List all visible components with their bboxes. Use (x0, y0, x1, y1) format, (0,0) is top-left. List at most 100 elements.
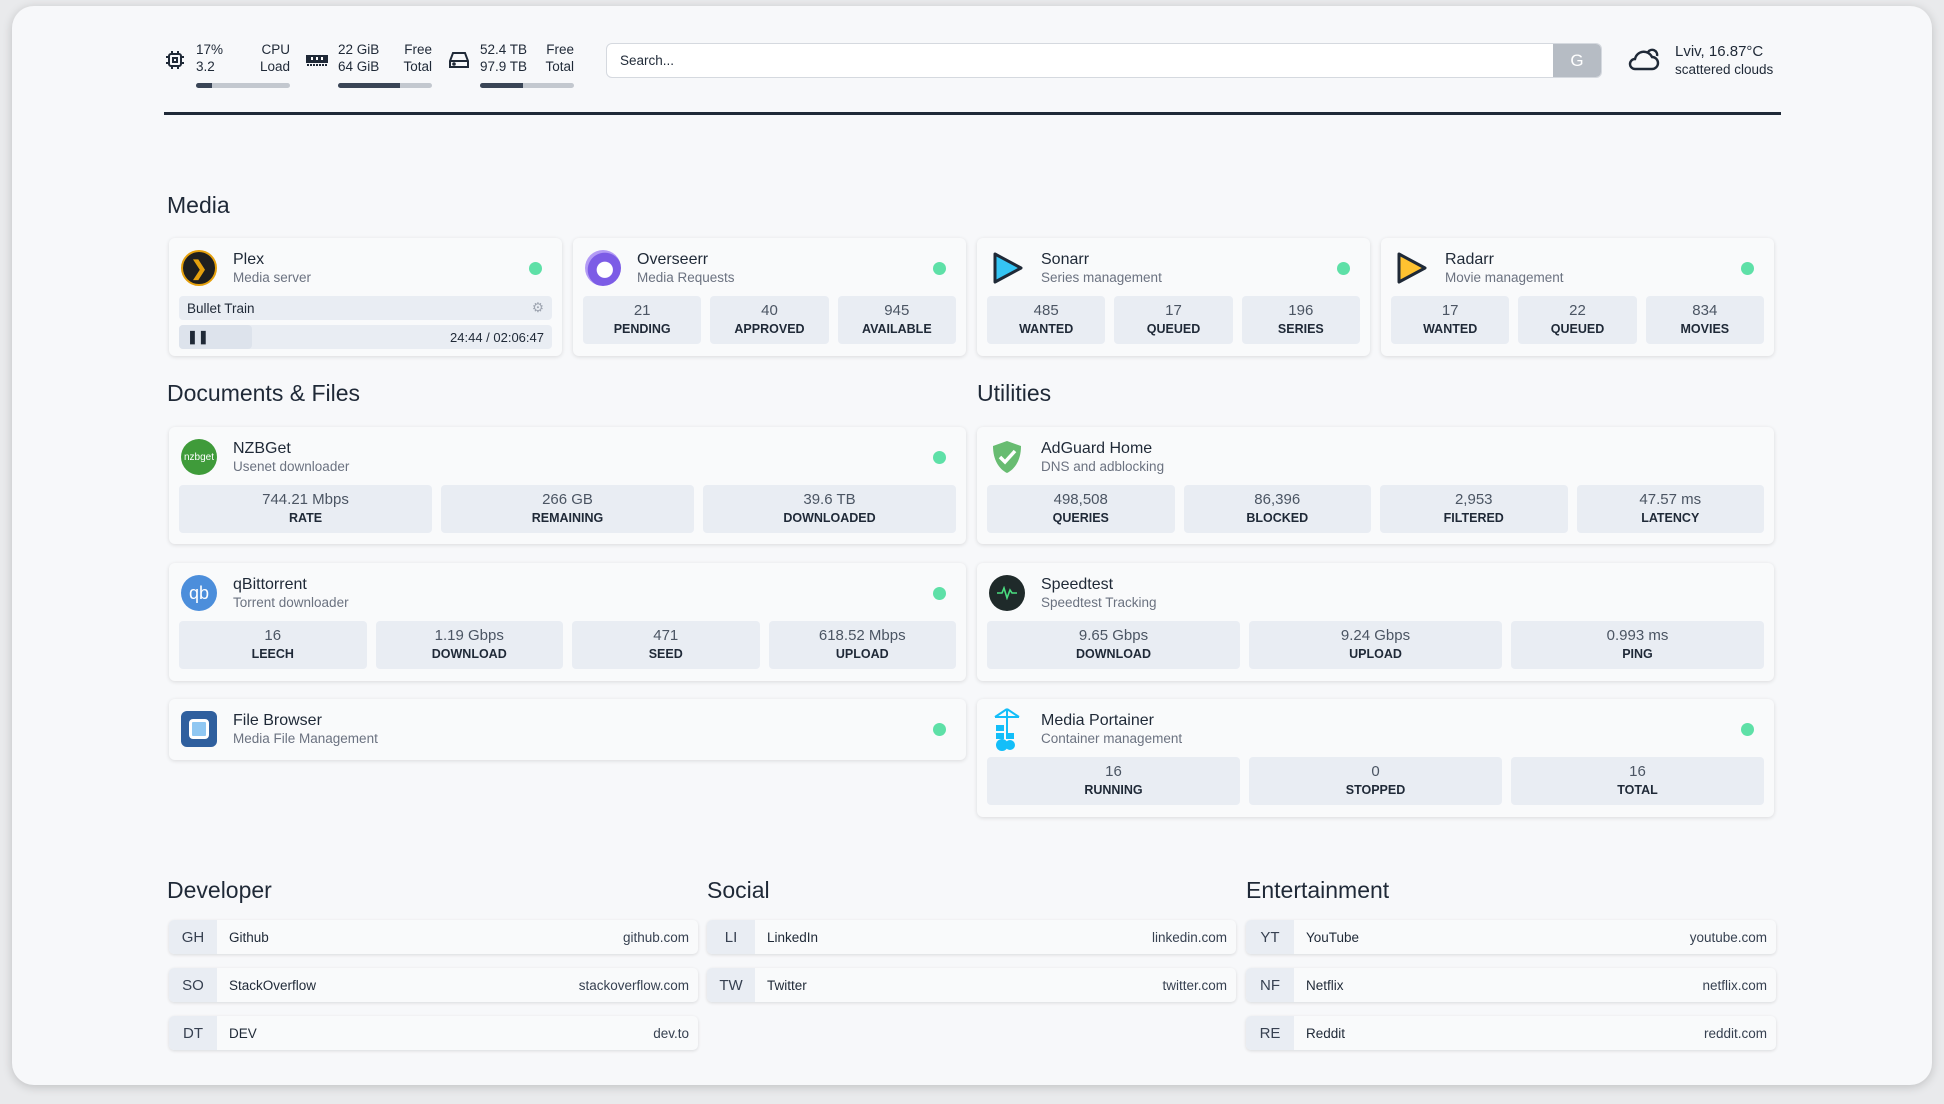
pause-icon[interactable]: ❚❚ (187, 329, 209, 344)
overseerr-icon (585, 250, 621, 286)
stat-wanted: 485 WANTED (987, 296, 1106, 344)
bookmark-name: Netflix (1306, 977, 1344, 993)
stats-row: 16 LEECH 1.19 Gbps DOWNLOAD 471 SEED 618.52 Mb… (179, 621, 956, 669)
service-name: Overseerr (637, 250, 709, 268)
service-name: AdGuard Home (1041, 439, 1153, 457)
bookmark-group-entertainment: YT YouTube youtube.com NF Netflix netflix.com… (1246, 920, 1776, 1064)
stat-value: 0 (1371, 763, 1380, 780)
stat-wanted: 17 WANTED (1391, 296, 1510, 344)
progress-fill (480, 83, 524, 88)
stat-label: AVAILABLE (861, 322, 932, 336)
cloud-icon (1627, 44, 1661, 77)
stat-blocked: 86,396 BLOCKED (1183, 485, 1371, 533)
bookmark-group-developer: GH Github github.com SO StackOverflow stackov… (169, 920, 698, 1064)
bookmark-linkedin[interactable]: LI LinkedIn linkedin.com (707, 920, 1236, 954)
radarr-icon (1393, 250, 1429, 286)
bookmark-youtube[interactable]: YT YouTube youtube.com (1246, 920, 1776, 954)
stat-seed: 471 SEED (572, 621, 760, 669)
cpu-usage: 17% (196, 42, 224, 57)
stat-upload: 9.24 Gbps UPLOAD (1249, 621, 1502, 669)
stat-value: 196 (1288, 302, 1314, 319)
stat-value: 471 (653, 627, 679, 644)
service-card-adguard[interactable]: AdGuard Home DNS and adblocking 498,508 QU… (977, 427, 1774, 544)
stat-download: 9.65 Gbps DOWNLOAD (987, 621, 1240, 669)
stat-value: 945 (884, 302, 910, 319)
stat-label: STOPPED (1345, 783, 1406, 797)
dashboard-page (12, 6, 1932, 1085)
stat-value: 16 (264, 627, 282, 644)
bookmark-abbr: LI (707, 920, 755, 954)
service-card-sonarr[interactable]: Sonarr Series management 485 WANTED 17 QUEUE… (977, 238, 1370, 356)
service-card-nzbget[interactable]: nzbget NZBGet Usenet downloader 744.21 Mb… (169, 427, 966, 544)
search-box: G (606, 43, 1602, 78)
stat-downloaded: 39.6 TB DOWNLOADED (703, 485, 956, 533)
now-playing-title: Bullet Train (187, 300, 255, 316)
service-card-speedtest[interactable]: Speedtest Speedtest Tracking 9.65 Gbps DOW… (977, 563, 1774, 681)
bookmark-name: Twitter (767, 977, 807, 993)
service-name: Plex (233, 250, 265, 268)
weather-widget[interactable]: Lviv, 16.87°C scattered clouds (1627, 42, 1773, 79)
bookmark-url: stackoverflow.com (578, 977, 689, 993)
bookmark-reddit[interactable]: RE Reddit reddit.com (1246, 1016, 1776, 1050)
section-heading-developer: Developer (167, 877, 272, 903)
stat-value: 2,953 (1454, 491, 1493, 508)
section-heading-utilities: Utilities (977, 380, 1052, 406)
bookmark-abbr: NF (1246, 968, 1294, 1002)
bookmark-github[interactable]: GH Github github.com (169, 920, 698, 954)
status-dot (1741, 261, 1754, 275)
disk-icon (448, 49, 470, 71)
search-input[interactable] (607, 53, 1553, 68)
service-card-plex[interactable]: ❯ Plex Media server Bullet Train ⚙ ❚❚ 24:44… (169, 238, 562, 356)
playback-progress[interactable]: ❚❚ 24:44 / 02:06:47 (179, 325, 552, 349)
status-dot (1741, 722, 1754, 736)
stat-leech: 16 LEECH (179, 621, 367, 669)
stat-remaining: 266 GB REMAINING (441, 485, 694, 533)
memory-icon (306, 49, 328, 71)
status-dot (933, 450, 946, 464)
bookmark-url: netflix.com (1702, 977, 1767, 993)
search-provider-button[interactable]: G (1553, 44, 1601, 77)
stat-queries: 498,508 QUERIES (987, 485, 1175, 533)
stat-value: 485 (1033, 302, 1059, 319)
bookmark-twitter[interactable]: TW Twitter twitter.com (707, 968, 1236, 1002)
stat-value: 266 GB (542, 491, 593, 508)
speedtest-icon (989, 575, 1025, 611)
service-description: Media File Management (233, 730, 378, 746)
stat-upload: 618.52 Mbps UPLOAD (768, 621, 956, 669)
stat-label: DOWNLOADED (783, 511, 876, 525)
section-heading-documents: Documents & Files (167, 380, 361, 406)
file-browser-icon (181, 711, 217, 747)
service-card-radarr[interactable]: Radarr Movie management 17 WANTED 22 QUEUED 8… (1381, 238, 1774, 356)
bookmark-url: github.com (622, 929, 689, 945)
service-card-qbittorrent[interactable]: qb qBittorrent Torrent downloader 16 LEECH… (169, 563, 966, 681)
progress-fill (196, 83, 212, 88)
service-card-file-browser[interactable]: File Browser Media File Management (169, 699, 966, 760)
stat-value: 16 (1629, 763, 1646, 780)
bookmark-abbr: TW (707, 968, 755, 1002)
service-card-overseerr[interactable]: Overseerr Media Requests 21 PENDING 40 APPRO… (573, 238, 966, 356)
bookmark-netflix[interactable]: NF Netflix netflix.com (1246, 968, 1776, 1002)
service-name: qBittorrent (233, 575, 307, 593)
bookmark-abbr: DT (169, 1016, 217, 1050)
stats-row: 744.21 Mbps RATE 266 GB REMAINING 39.6 TB DOW… (179, 485, 956, 533)
stat-label: LATENCY (1641, 511, 1700, 525)
stat-value: 1.19 Gbps (434, 627, 504, 644)
service-name: Speedtest (1041, 575, 1114, 593)
bookmark-name: Github (229, 929, 269, 945)
stat-value: 17 (1165, 302, 1182, 319)
service-card-portainer[interactable]: Media Portainer Container management 16 RU… (977, 699, 1774, 817)
stat-value: 744.21 Mbps (262, 491, 349, 508)
cpu-load: 3.2 (196, 59, 215, 74)
stat-label: DOWNLOAD (431, 647, 507, 661)
bookmark-stackoverflow[interactable]: SO StackOverflow stackoverflow.com (169, 968, 698, 1002)
stat-label: WANTED (1019, 322, 1074, 336)
stat-label: PENDING (613, 322, 671, 336)
bookmark-url: dev.to (653, 1025, 689, 1041)
stat-value: 17 (1441, 302, 1459, 319)
stat-latency: 47.57 ms LATENCY (1576, 485, 1764, 533)
bookmark-abbr: SO (169, 968, 217, 1002)
bookmark-name: DEV (229, 1025, 257, 1041)
nzbget-icon: nzbget (181, 439, 217, 475)
stat-label: TOTAL (1617, 783, 1658, 797)
bookmark-dev[interactable]: DT DEV dev.to (169, 1016, 698, 1050)
